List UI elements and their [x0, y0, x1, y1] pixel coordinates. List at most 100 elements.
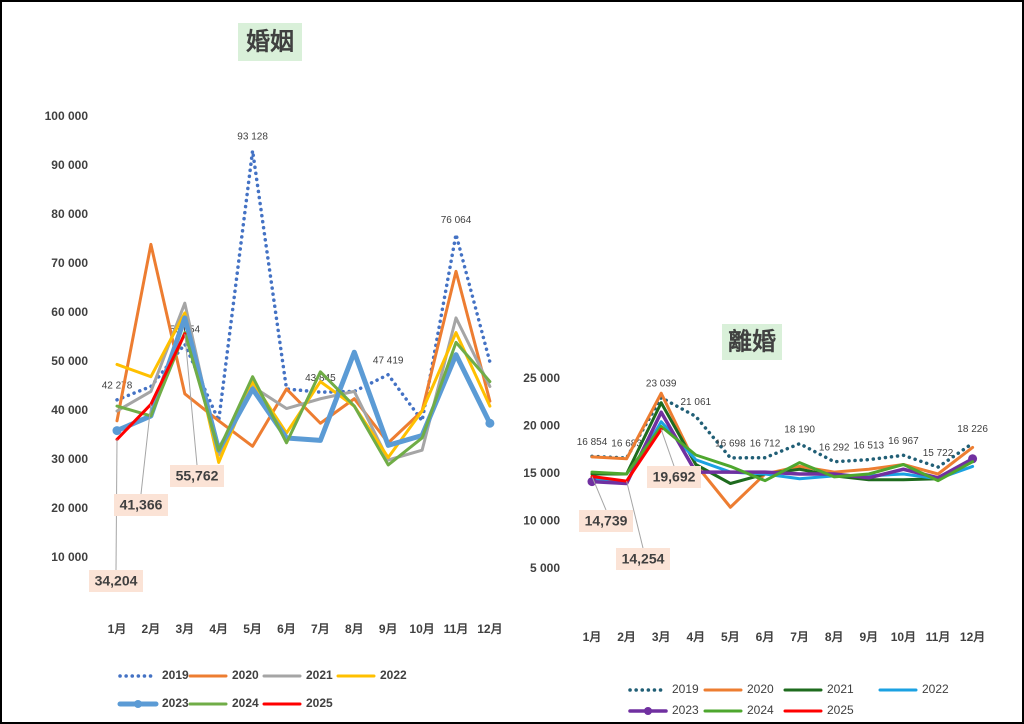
data-label: 16 854: [577, 437, 608, 448]
data-label: 16 712: [750, 438, 781, 449]
data-label: 16 292: [819, 442, 850, 453]
data-label: 18 190: [784, 424, 815, 435]
data-label: 47 419: [373, 355, 404, 366]
x-tick-label: 3月: [175, 622, 194, 636]
x-tick-label: 11月: [926, 630, 951, 644]
data-label: 53 654: [170, 325, 201, 336]
x-tick-label: 8月: [345, 622, 364, 636]
legend-label: 2022: [380, 668, 407, 682]
data-label: 16 513: [854, 440, 885, 451]
callout-box: [89, 570, 143, 592]
data-label: 42 278: [102, 380, 133, 391]
data-label: 34,204: [95, 573, 138, 589]
callout-box: [114, 494, 168, 516]
legend-label: 2021: [827, 682, 854, 696]
leader-line: [660, 429, 675, 467]
x-tick-label: 1月: [583, 630, 602, 644]
legend-label: 2023: [162, 696, 189, 710]
data-label: 93 128: [237, 131, 268, 142]
series-line: [590, 425, 975, 483]
y-tick-label: 10 000: [523, 514, 560, 528]
legend-label: 2020: [747, 682, 774, 696]
y-tick-label: 60 000: [51, 305, 88, 319]
legend-label: 2025: [306, 696, 333, 710]
data-label: 16 683: [611, 439, 642, 450]
x-tick-label: 5月: [243, 622, 262, 636]
data-label: 19,692: [653, 469, 696, 485]
x-tick-label: 10月: [409, 622, 434, 636]
title-background: [722, 324, 782, 360]
y-tick-label: 25 000: [523, 371, 560, 385]
y-tick-label: 10 000: [51, 550, 88, 564]
data-label: 43 845: [305, 373, 336, 384]
data-label: 55,762: [176, 468, 219, 484]
marker: [968, 454, 978, 464]
x-tick-label: 1月: [108, 622, 127, 636]
x-tick-label: 7月: [790, 630, 809, 644]
legend-label: 2025: [827, 703, 854, 717]
y-tick-label: 50 000: [51, 354, 88, 368]
data-label: 76 064: [441, 215, 472, 226]
data-label: 14,254: [622, 551, 665, 567]
legend-label: 2019: [672, 682, 699, 696]
data-label: 15 722: [923, 448, 954, 459]
y-tick-label: 70 000: [51, 256, 88, 270]
x-tick-label: 6月: [277, 622, 296, 636]
y-tick-label: 30 000: [51, 452, 88, 466]
legend-label: 2024: [232, 696, 259, 710]
x-tick-label: 10月: [891, 630, 916, 644]
x-tick-label: 7月: [311, 622, 330, 636]
callout-box: [616, 548, 670, 570]
leader-line: [140, 404, 152, 495]
legend-label: 2020: [232, 668, 259, 682]
data-label: 14,739: [585, 513, 628, 529]
callout-box: [647, 466, 701, 488]
x-tick-label: 4月: [209, 622, 228, 636]
x-tick-label: 3月: [652, 630, 671, 644]
legend-label: 2022: [922, 682, 949, 696]
callout-box: [170, 465, 224, 487]
x-tick-label: 12月: [477, 622, 502, 636]
chart-title: 離婚: [728, 327, 776, 355]
data-label: 41,366: [120, 497, 163, 513]
y-tick-label: 5 000: [530, 561, 560, 575]
x-tick-label: 4月: [686, 630, 705, 644]
legend-label: 2021: [306, 668, 333, 682]
y-tick-label: 40 000: [51, 403, 88, 417]
x-tick-label: 6月: [756, 630, 775, 644]
title-background: [238, 23, 302, 61]
leader-line: [626, 480, 644, 549]
data-label: 18 226: [957, 424, 988, 435]
chart-title: 婚姻: [246, 27, 294, 55]
y-tick-label: 100 000: [45, 109, 89, 123]
legend-label: 2019: [162, 668, 189, 682]
series-line: [590, 420, 975, 484]
y-tick-label: 90 000: [51, 158, 88, 172]
x-tick-label: 2月: [142, 622, 161, 636]
x-tick-label: 9月: [379, 622, 398, 636]
x-tick-label: 9月: [859, 630, 878, 644]
marker: [112, 426, 122, 436]
x-tick-label: 8月: [825, 630, 844, 644]
leader-line: [591, 476, 607, 511]
legend-label: 2024: [747, 703, 774, 717]
legend-marker: [134, 700, 142, 708]
legend-marker: [644, 707, 652, 715]
leader-line: [184, 333, 198, 466]
legend-label: 2023: [672, 703, 699, 717]
data-label: 23 039: [646, 378, 677, 389]
y-tick-label: 15 000: [523, 466, 560, 480]
y-tick-label: 80 000: [51, 207, 88, 221]
x-tick-label: 11月: [444, 622, 469, 636]
x-tick-label: 2月: [617, 630, 636, 644]
data-label: 16 698: [715, 439, 746, 450]
data-label: 21 061: [681, 397, 712, 408]
callout-box: [579, 510, 633, 532]
data-label: 16 967: [888, 436, 919, 447]
x-tick-label: 5月: [721, 630, 740, 644]
y-tick-label: 20 000: [523, 419, 560, 433]
x-tick-label: 12月: [960, 630, 985, 644]
series-line: [590, 395, 975, 469]
y-tick-label: 20 000: [51, 501, 88, 515]
